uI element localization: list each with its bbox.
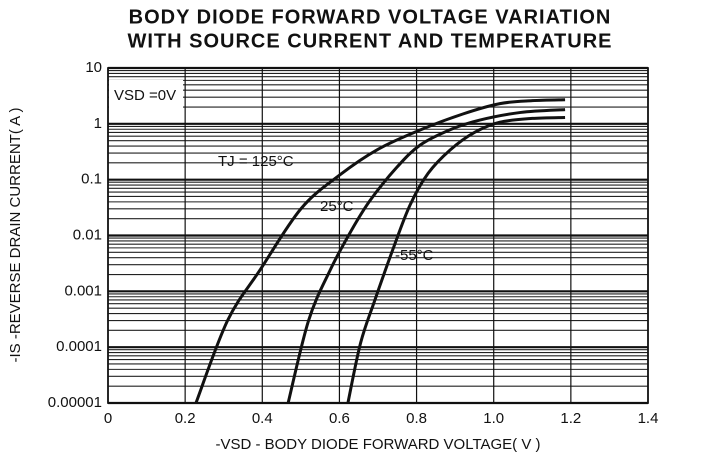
annotation: VSD =0V	[114, 87, 176, 104]
series-label: TJ = 125°C	[218, 153, 294, 170]
series-label: -55°C	[395, 247, 434, 264]
plot-frame	[107, 67, 649, 404]
x-tick-label: 1.2	[560, 410, 581, 427]
y-tick-label: 10	[85, 59, 102, 76]
chart-title: BODY DIODE FORWARD VOLTAGE VARIATION	[129, 6, 612, 28]
x-axis-label: -VSD - BODY DIODE FORWARD VOLTAGE( V )	[215, 436, 540, 453]
y-tick-label: 0.1	[81, 171, 102, 188]
x-tick-label: 1.0	[483, 410, 504, 427]
x-tick-label: 0.8	[406, 410, 427, 427]
series-line	[346, 115, 566, 404]
y-tick-label: 0.001	[64, 282, 102, 299]
x-tick-label: 0	[104, 410, 112, 427]
x-tick-label: 1.4	[638, 410, 659, 427]
y-axis-label: -IS -REVERSE DRAIN CURRENT( A )	[7, 107, 24, 362]
x-tick-label: 0.6	[329, 410, 350, 427]
annotation-box	[109, 80, 183, 120]
chart-title: WITH SOURCE CURRENT AND TEMPERATURE	[128, 30, 613, 52]
series-label: 25°C	[320, 198, 354, 215]
x-tick-label: 0.4	[252, 410, 273, 427]
y-tick-label: 1	[94, 115, 102, 132]
y-tick-label: 0.0001	[56, 338, 102, 355]
series-line	[286, 108, 566, 404]
y-tick-label: 0.00001	[48, 394, 102, 411]
series-line	[194, 98, 566, 404]
y-tick-label: 0.01	[73, 226, 102, 243]
x-tick-label: 0.2	[175, 410, 196, 427]
